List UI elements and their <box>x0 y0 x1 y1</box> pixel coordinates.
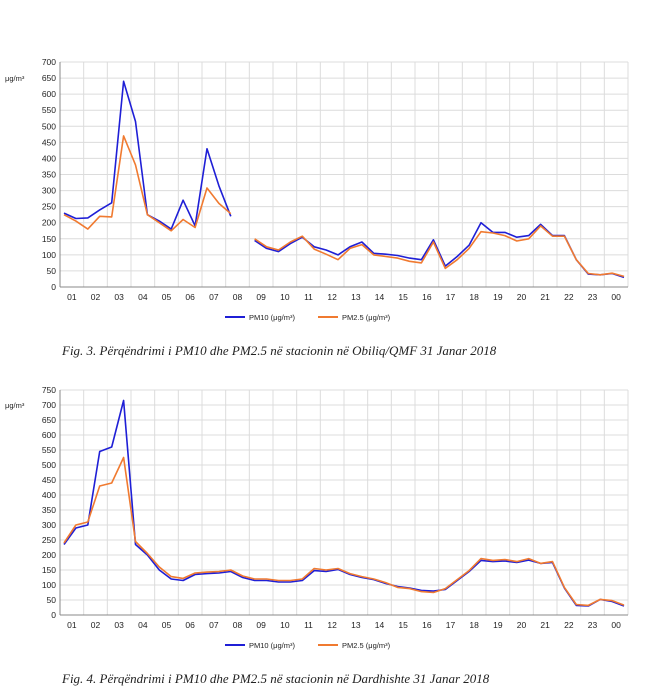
c1-legend-label-pm25: PM2.5 (μg/m³) <box>342 313 391 322</box>
c1-x-tick-label: 11 <box>304 292 313 302</box>
c2-x-tick-label: 15 <box>398 620 408 630</box>
c2-x-tick-label: 20 <box>517 620 527 630</box>
c2-x-tick-label: 07 <box>209 620 219 630</box>
c2-y-tick-label: 700 <box>42 400 56 410</box>
c1-y-tick-label: 600 <box>42 89 56 99</box>
c1-x-tick-label: 05 <box>162 292 172 302</box>
c2-x-tick-label: 06 <box>185 620 195 630</box>
c2-x-tick-label: 18 <box>469 620 479 630</box>
c1-x-tick-label: 03 <box>114 292 124 302</box>
c2-y-tick-label: 750 <box>42 385 56 395</box>
c1-y-tick-label: 300 <box>42 186 56 196</box>
c1-x-tick-label: 10 <box>280 292 290 302</box>
c2-x-tick-label: 10 <box>280 620 290 630</box>
c1-x-tick-label: 00 <box>611 292 621 302</box>
chart-obiliq-svg: 0501001502002503003504004505005506006507… <box>5 57 629 322</box>
c1-y-tick-label: 500 <box>42 121 56 131</box>
c1-x-tick-label: 08 <box>233 292 243 302</box>
c1-y-tick-label: 450 <box>42 137 56 147</box>
c2-y-tick-label: 200 <box>42 550 56 560</box>
c1-y-tick-label: 100 <box>42 250 56 260</box>
c2-y-tick-label: 500 <box>42 460 56 470</box>
c1-y-tick-label: 650 <box>42 73 56 83</box>
c1-y-tick-label: 200 <box>42 218 56 228</box>
c2-y-tick-label: 450 <box>42 475 56 485</box>
c2-x-tick-label: 03 <box>114 620 124 630</box>
c1-x-tick-label: 17 <box>446 292 456 302</box>
c2-y-tick-label: 600 <box>42 430 56 440</box>
c2-x-tick-label: 02 <box>91 620 101 630</box>
c1-x-tick-label: 01 <box>67 292 77 302</box>
chart-obiliq: 0 50 100 150 200 250 300 350 400 450 500 550 600 650 7… <box>0 50 661 330</box>
c1-legend-label-pm10: PM10 (μg/m³) <box>249 313 295 322</box>
c1-x-tick-label: 19 <box>493 292 503 302</box>
c1-y-tick-label: 150 <box>42 234 56 244</box>
c2-y-tick-label: 50 <box>47 595 57 605</box>
c2-series-line-pm10 <box>63 399 625 607</box>
c1-x-tick-label: 20 <box>517 292 527 302</box>
c1-x-tick-label: 16 <box>422 292 432 302</box>
c2-x-tick-label: 05 <box>162 620 172 630</box>
c2-x-tick-label: 23 <box>588 620 598 630</box>
c2-y-tick-label: 300 <box>42 520 56 530</box>
c2-x-tick-label: 13 <box>351 620 361 630</box>
c1-x-tick-label: 12 <box>327 292 337 302</box>
c2-y-tick-label: 650 <box>42 415 56 425</box>
c1-y-tick-label: 550 <box>42 105 56 115</box>
c1-y-tick-label: 700 <box>42 57 56 67</box>
c2-series-line-pm25 <box>63 456 625 607</box>
c1-y-tick-label: 0 <box>51 282 56 292</box>
c2-legend-label-pm25: PM2.5 (μg/m³) <box>342 641 391 650</box>
chart-dardhishte-svg: 0501001502002503003504004505005506006507… <box>5 385 629 650</box>
c2-y-tick-label: 350 <box>42 505 56 515</box>
c1-series-line-pm25 <box>63 135 625 278</box>
c1-x-tick-label: 06 <box>185 292 195 302</box>
c1-x-tick-label: 04 <box>138 292 148 302</box>
c2-x-tick-label: 09 <box>256 620 266 630</box>
c1-x-tick-label: 21 <box>540 292 550 302</box>
c2-y-unit-label: μg/m³ <box>5 401 25 410</box>
c1-y-tick-label: 400 <box>42 153 56 163</box>
c1-x-tick-label: 14 <box>375 292 385 302</box>
c1-x-tick-label: 07 <box>209 292 219 302</box>
c1-x-tick-label: 09 <box>256 292 266 302</box>
c1-x-tick-label: 23 <box>588 292 598 302</box>
c1-y-unit-label: μg/m³ <box>5 74 25 83</box>
c2-y-tick-label: 150 <box>42 565 56 575</box>
c2-y-tick-label: 0 <box>51 610 56 620</box>
c2-x-tick-label: 19 <box>493 620 503 630</box>
c2-x-tick-label: 04 <box>138 620 148 630</box>
c1-x-tick-label: 15 <box>398 292 408 302</box>
c1-y-tick-label: 250 <box>42 202 56 212</box>
c1-x-tick-label: 13 <box>351 292 361 302</box>
c2-x-tick-label: 12 <box>327 620 337 630</box>
c1-x-tick-label: 22 <box>564 292 574 302</box>
c2-x-tick-label: 21 <box>540 620 550 630</box>
c2-y-tick-label: 100 <box>42 580 56 590</box>
c2-x-tick-label: 22 <box>564 620 574 630</box>
chart-dardhishte: 0 50 100 150 200 250 300 350 400 450 500 550 600 650 7… <box>0 378 661 658</box>
c2-legend-label-pm10: PM10 (μg/m³) <box>249 641 295 650</box>
c2-x-tick-label: 16 <box>422 620 432 630</box>
c2-y-tick-label: 250 <box>42 535 56 545</box>
c2-x-tick-label: 11 <box>304 620 313 630</box>
c2-x-tick-label: 17 <box>446 620 456 630</box>
c2-x-tick-label: 14 <box>375 620 385 630</box>
c1-y-tick-label: 350 <box>42 170 56 180</box>
c1-x-tick-label: 18 <box>469 292 479 302</box>
c2-y-tick-label: 400 <box>42 490 56 500</box>
c1-y-tick-label: 50 <box>47 266 57 276</box>
figure-caption-3: Fig. 3. Përqëndrimi i PM10 dhe PM2.5 në … <box>62 343 497 358</box>
figure-caption-4: Fig. 4. Përqëndrimi i PM10 dhe PM2.5 në … <box>62 671 490 686</box>
c2-y-tick-label: 550 <box>42 445 56 455</box>
c1-x-tick-label: 02 <box>91 292 101 302</box>
c2-x-tick-label: 01 <box>67 620 77 630</box>
c2-x-tick-label: 08 <box>233 620 243 630</box>
c2-x-tick-label: 00 <box>611 620 621 630</box>
